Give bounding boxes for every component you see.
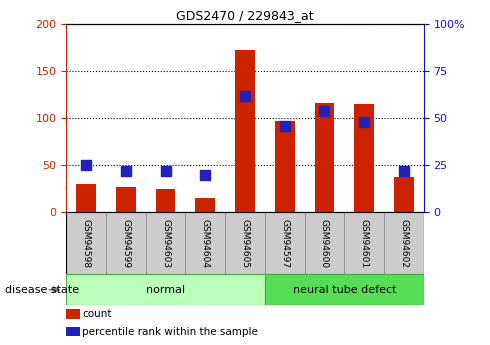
Bar <box>66 309 80 319</box>
Text: normal: normal <box>146 285 185 295</box>
Text: GSM94600: GSM94600 <box>320 219 329 268</box>
Point <box>320 108 328 114</box>
FancyBboxPatch shape <box>225 212 265 274</box>
FancyBboxPatch shape <box>66 274 265 305</box>
FancyBboxPatch shape <box>106 212 146 274</box>
Bar <box>275 121 294 212</box>
Bar <box>196 198 215 212</box>
Text: GSM94601: GSM94601 <box>360 219 369 268</box>
Bar <box>354 104 374 212</box>
Bar <box>315 103 334 212</box>
FancyBboxPatch shape <box>146 212 185 274</box>
FancyBboxPatch shape <box>305 212 344 274</box>
FancyBboxPatch shape <box>66 212 106 274</box>
FancyBboxPatch shape <box>265 212 305 274</box>
Text: GSM94604: GSM94604 <box>201 219 210 268</box>
Text: disease state: disease state <box>5 285 79 295</box>
Point <box>122 168 130 174</box>
Text: GSM94603: GSM94603 <box>161 219 170 268</box>
Bar <box>116 187 136 212</box>
Point <box>201 172 209 177</box>
Point <box>281 123 289 128</box>
Point <box>360 119 368 125</box>
Text: percentile rank within the sample: percentile rank within the sample <box>82 327 258 336</box>
FancyBboxPatch shape <box>185 212 225 274</box>
Text: GSM94597: GSM94597 <box>280 219 289 268</box>
Bar <box>394 177 414 212</box>
FancyBboxPatch shape <box>384 212 424 274</box>
FancyBboxPatch shape <box>265 274 424 305</box>
Bar <box>235 50 255 212</box>
FancyBboxPatch shape <box>344 212 384 274</box>
Text: GSM94602: GSM94602 <box>399 219 409 268</box>
Bar <box>155 189 175 212</box>
Text: GSM94599: GSM94599 <box>121 219 130 268</box>
Text: count: count <box>82 309 112 319</box>
Point <box>162 168 170 174</box>
Point <box>400 168 408 174</box>
Bar <box>66 327 80 336</box>
Text: GSM94598: GSM94598 <box>81 219 91 268</box>
Point <box>82 162 90 168</box>
Text: GSM94605: GSM94605 <box>241 219 249 268</box>
Bar <box>76 184 96 212</box>
Text: neural tube defect: neural tube defect <box>293 285 396 295</box>
Text: GDS2470 / 229843_at: GDS2470 / 229843_at <box>176 9 314 22</box>
Point <box>241 93 249 98</box>
